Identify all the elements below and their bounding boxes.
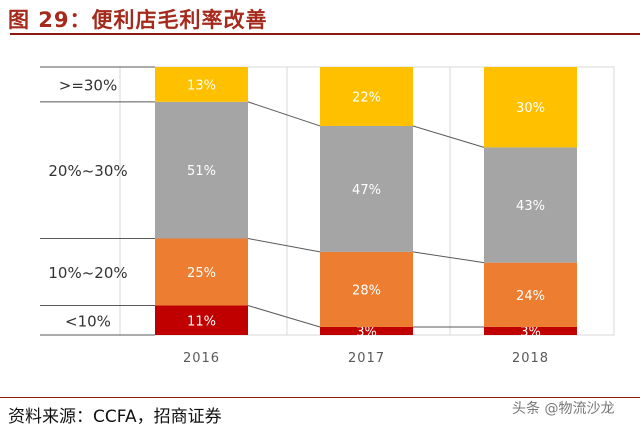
connector-line <box>247 305 321 328</box>
data-label: 47% <box>352 183 381 198</box>
x-tick-label: 2017 <box>348 351 385 366</box>
title-divider <box>10 33 640 35</box>
figure-title: 图 29：便利店毛利率改善 <box>8 8 268 32</box>
bar-segment <box>320 326 413 335</box>
bar-segment <box>484 147 577 263</box>
x-tick-label: 2018 <box>512 351 549 366</box>
data-label: 25% <box>187 266 216 281</box>
bar-segment <box>155 67 248 102</box>
connector-line <box>412 125 485 148</box>
legend-label: 10%~20% <box>48 264 127 282</box>
bar-segment <box>155 101 248 239</box>
legend-label: 20%~30% <box>48 162 127 180</box>
bar-segment <box>320 125 413 252</box>
connector-line <box>247 101 321 127</box>
source-divider <box>0 397 640 398</box>
bar-segment <box>155 238 248 306</box>
data-label: 43% <box>516 199 545 214</box>
watermark: 头条 @物流沙龙 <box>512 401 615 417</box>
legend-label: >=30% <box>59 76 117 94</box>
bar-segment <box>320 251 413 327</box>
bar-segment <box>484 67 577 148</box>
data-label: 13% <box>187 78 216 93</box>
data-label: 51% <box>187 164 216 179</box>
data-label: 24% <box>516 289 545 304</box>
data-label: 22% <box>352 90 381 105</box>
bar-segment <box>484 262 577 327</box>
x-tick-label: 2016 <box>183 351 220 366</box>
connector-line <box>247 238 321 253</box>
data-label: 28% <box>352 283 381 298</box>
bar-segment <box>484 326 577 335</box>
bar-segment <box>155 305 248 335</box>
bar-segment <box>320 67 413 126</box>
legend-label: <10% <box>65 312 111 330</box>
source-note: 资料来源：CCFA，招商证券 <box>8 407 222 427</box>
connector-line <box>412 251 485 264</box>
data-label: 30% <box>516 101 545 116</box>
data-label: 11% <box>187 314 216 329</box>
data-label: 3% <box>356 325 377 340</box>
data-label: 3% <box>520 325 541 340</box>
